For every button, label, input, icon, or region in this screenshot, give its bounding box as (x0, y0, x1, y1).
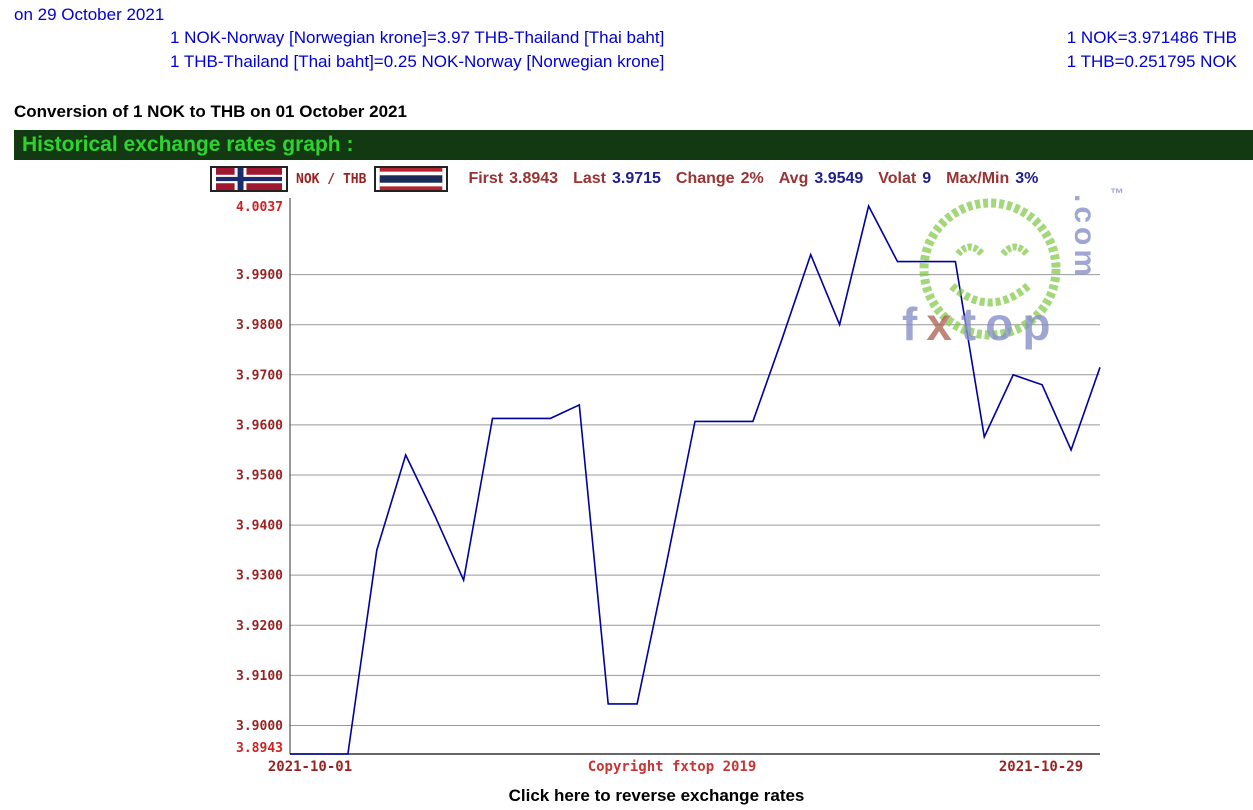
svg-text:2021-10-01: 2021-10-01 (268, 759, 352, 775)
rate-value-thb-nok: 1 THB=0.251795 NOK (1066, 52, 1237, 71)
svg-text:3.9200: 3.9200 (236, 619, 283, 634)
stat-avg: Avg 3.9549 (778, 170, 864, 187)
svg-text:3.9700: 3.9700 (236, 368, 283, 383)
chart-legend-row: NOK / THB First 3.8943 Last 3.9715 Chang… (210, 164, 1130, 194)
svg-text:3.9000: 3.9000 (236, 719, 283, 734)
exchange-chart: NOK / THB First 3.8943 Last 3.9715 Chang… (210, 164, 1130, 778)
historical-graph-banner: Historical exchange rates graph : (14, 130, 1253, 160)
thailand-flag-icon (374, 166, 449, 192)
rate-line-thb-nok-text: 1 THB-Thailand [Thai baht]=0.25 NOK-Norw… (170, 52, 665, 71)
conversion-heading: Conversion of 1 NOK to THB on 01 October… (14, 102, 407, 121)
svg-text:4.0037: 4.0037 (236, 200, 283, 215)
svg-text:2021-10-29: 2021-10-29 (999, 759, 1083, 775)
svg-text:3.9500: 3.9500 (236, 468, 283, 483)
rate-line-nok-thb-text: 1 NOK-Norway [Norwegian krone]=3.97 THB-… (170, 28, 665, 47)
currency-pair-label: NOK / THB (296, 171, 367, 187)
svg-text:3.9300: 3.9300 (236, 569, 283, 584)
rate-line-nok-thb: 1 NOK-Norway [Norwegian krone]=3.97 THB-… (0, 26, 1253, 50)
norway-flag-icon (210, 166, 288, 192)
svg-text:3.9600: 3.9600 (236, 418, 283, 433)
stat-change: Change 2% (675, 170, 764, 187)
stat-first: First 3.8943 (468, 170, 559, 187)
reverse-rates-link[interactable]: Click here to reverse exchange rates (508, 786, 805, 805)
svg-text:3.9800: 3.9800 (236, 318, 283, 333)
exchange-rate-plot: 3.9900 3.9800 3.9700 3.9600 3.9500 3.9400 3.93… (236, 198, 1101, 775)
stat-maxmin: Max/Min 3% (946, 170, 1039, 187)
rate-line-thb-nok: 1 THB-Thailand [Thai baht]=0.25 NOK-Norw… (0, 50, 1253, 74)
chart-stats: First 3.8943 Last 3.9715 Change 2% Avg 3… (468, 170, 1038, 188)
stat-last: Last 3.9715 (573, 170, 661, 187)
svg-text:3.9100: 3.9100 (236, 669, 283, 684)
reference-date-line[interactable]: on 29 October 2021 (14, 5, 165, 24)
svg-text:Copyright fxtop 2019: Copyright fxtop 2019 (588, 759, 757, 775)
rate-value-nok-thb: 1 NOK=3.971486 THB (1066, 28, 1237, 47)
svg-text:3.8943: 3.8943 (236, 741, 283, 756)
stat-volat: Volat 9 (878, 170, 932, 187)
svg-text:3.9900: 3.9900 (236, 268, 283, 283)
svg-text:3.9400: 3.9400 (236, 519, 283, 534)
